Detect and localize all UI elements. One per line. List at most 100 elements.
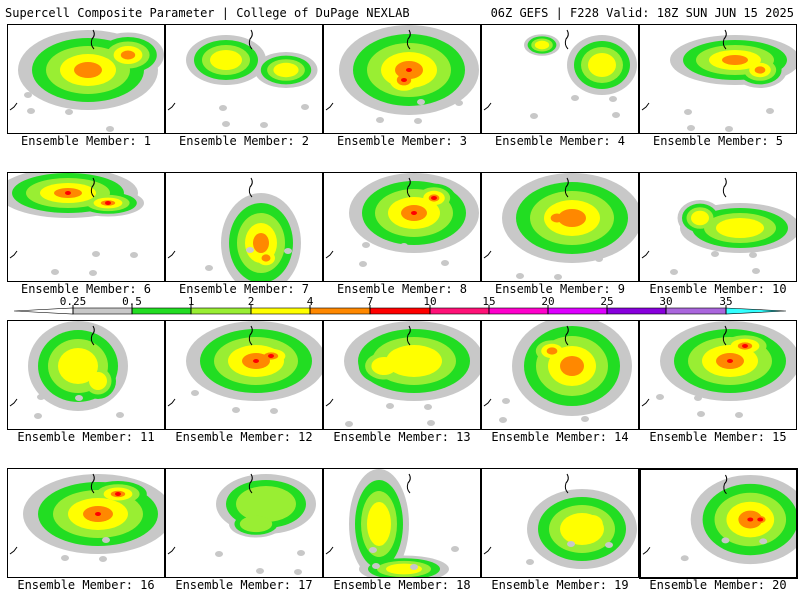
contour-speck bbox=[749, 252, 757, 258]
member-label-18: Ensemble Member: 18 bbox=[333, 578, 471, 592]
contour-speck bbox=[345, 421, 353, 427]
scp-field-1 bbox=[9, 29, 164, 132]
scp-field-8 bbox=[325, 173, 479, 267]
map-panel-member-5[interactable] bbox=[639, 24, 797, 134]
lake-outline bbox=[248, 29, 253, 50]
map-panel-member-18[interactable] bbox=[323, 468, 481, 578]
map-panel-member-16[interactable] bbox=[7, 468, 165, 578]
lake-outline bbox=[90, 325, 95, 346]
colorbar-segment bbox=[488, 307, 549, 315]
contour-speck bbox=[605, 542, 613, 548]
contour-speck bbox=[287, 264, 295, 270]
map-panel-member-13[interactable] bbox=[323, 320, 481, 430]
scp-field-9 bbox=[483, 173, 638, 280]
contour-speck bbox=[99, 556, 107, 562]
contour-band bbox=[546, 347, 558, 355]
contour-speck bbox=[89, 270, 97, 276]
coastline bbox=[167, 102, 176, 111]
map-panel-member-12[interactable] bbox=[165, 320, 323, 430]
contour-band bbox=[558, 209, 586, 227]
map-panel-member-4[interactable] bbox=[481, 24, 639, 134]
coastline bbox=[483, 398, 492, 407]
scp-field-19 bbox=[483, 473, 637, 569]
colorbar bbox=[13, 305, 787, 315]
map-panel-member-9[interactable] bbox=[481, 172, 639, 282]
colorbar-segment bbox=[72, 307, 133, 315]
lake-outline bbox=[723, 474, 728, 495]
contour-band bbox=[406, 68, 412, 72]
map-panel-member-3[interactable] bbox=[323, 24, 481, 134]
lake-outline bbox=[248, 473, 253, 494]
scp-field-12 bbox=[167, 321, 322, 414]
contour-band bbox=[716, 218, 764, 238]
member-label-19: Ensemble Member: 19 bbox=[491, 578, 629, 592]
contour-band bbox=[581, 515, 603, 533]
map-panel-member-11[interactable] bbox=[7, 320, 165, 430]
member-label-11: Ensemble Member: 11 bbox=[17, 430, 155, 444]
member-label-16: Ensemble Member: 16 bbox=[17, 578, 155, 592]
colorbar-segment bbox=[190, 307, 252, 315]
contour-band bbox=[534, 40, 550, 50]
colorbar-segment bbox=[606, 307, 667, 315]
contour-speck bbox=[369, 547, 377, 553]
contour-speck bbox=[554, 274, 562, 280]
contour-speck bbox=[410, 564, 418, 570]
scp-field-10 bbox=[641, 177, 796, 275]
contour-band bbox=[757, 517, 764, 522]
map-panel-member-19[interactable] bbox=[481, 468, 639, 578]
scp-field-7 bbox=[167, 177, 301, 281]
member-label-3: Ensemble Member: 3 bbox=[336, 134, 468, 148]
contour-speck bbox=[65, 109, 73, 115]
contour-speck bbox=[106, 126, 114, 132]
lake-outline bbox=[722, 325, 727, 346]
member-label-5: Ensemble Member: 5 bbox=[652, 134, 784, 148]
contour-speck bbox=[427, 420, 435, 426]
contour-speck bbox=[27, 108, 35, 114]
contour-speck bbox=[24, 92, 32, 98]
scp-field-17 bbox=[167, 473, 316, 575]
contour-speck bbox=[455, 100, 463, 106]
lake-outline bbox=[406, 325, 411, 346]
lake-outline bbox=[406, 29, 411, 50]
scp-field-13 bbox=[325, 321, 480, 427]
map-panel-member-2[interactable] bbox=[165, 24, 323, 134]
map-panel-member-20[interactable] bbox=[639, 468, 798, 579]
contour-speck bbox=[499, 417, 507, 423]
contour-speck bbox=[564, 560, 572, 566]
map-panel-member-7[interactable] bbox=[165, 172, 323, 282]
member-label-8: Ensemble Member: 8 bbox=[336, 282, 468, 296]
contour-speck bbox=[441, 260, 449, 266]
lake-outline bbox=[722, 177, 727, 198]
contour-speck bbox=[400, 243, 408, 249]
map-panel-member-1[interactable] bbox=[7, 24, 165, 134]
contour-speck bbox=[246, 247, 254, 253]
colorbar-tick-label: 35 bbox=[719, 295, 733, 308]
contour-speck bbox=[260, 122, 268, 128]
colorbar-segment bbox=[725, 307, 787, 315]
map-panel-member-14[interactable] bbox=[481, 320, 639, 430]
map-panel-member-17[interactable] bbox=[165, 468, 323, 578]
contour-speck bbox=[92, 251, 100, 257]
contour-speck bbox=[670, 269, 678, 275]
colorbar-tick-label: 0.25 bbox=[59, 295, 87, 308]
map-panel-member-6[interactable] bbox=[7, 172, 165, 282]
contour-speck bbox=[297, 550, 305, 556]
coastline bbox=[641, 102, 650, 111]
contour-band bbox=[74, 62, 102, 78]
contour-band bbox=[401, 78, 407, 82]
map-panel-member-8[interactable] bbox=[323, 172, 481, 282]
contour-speck bbox=[526, 559, 534, 565]
lake-outline bbox=[248, 177, 253, 198]
map-panel-member-15[interactable] bbox=[639, 320, 797, 430]
colorbar-segment bbox=[250, 307, 311, 315]
scp-field-16 bbox=[9, 473, 164, 562]
contour-speck bbox=[721, 537, 730, 544]
map-panel-member-10[interactable] bbox=[639, 172, 797, 282]
lake-outline bbox=[90, 177, 95, 198]
contour-speck bbox=[451, 546, 459, 552]
contour-speck bbox=[191, 390, 199, 396]
contour-speck bbox=[735, 412, 743, 418]
coastline bbox=[483, 102, 492, 111]
member-label-4: Ensemble Member: 4 bbox=[494, 134, 626, 148]
contour-speck bbox=[612, 112, 620, 118]
